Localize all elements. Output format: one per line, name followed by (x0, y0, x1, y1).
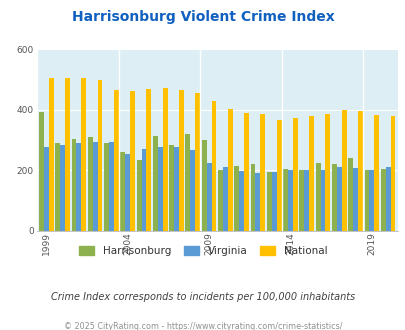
Text: Crime Index corresponds to incidents per 100,000 inhabitants: Crime Index corresponds to incidents per… (51, 292, 354, 302)
Bar (130, 91, 135, 231)
Bar (380, 169, 385, 231)
Bar (320, 170, 325, 231)
Bar (303, 171, 309, 231)
Bar (217, 171, 222, 231)
Bar (369, 170, 373, 231)
Bar (315, 163, 320, 231)
Bar (174, 147, 179, 231)
Bar (109, 142, 113, 231)
Bar (227, 109, 232, 231)
Bar (260, 114, 264, 231)
Bar (234, 166, 239, 231)
Bar (76, 143, 81, 231)
Bar (49, 78, 53, 231)
Bar (153, 136, 158, 231)
Bar (271, 172, 276, 231)
Bar (195, 93, 200, 231)
Bar (250, 164, 255, 231)
Bar (113, 90, 118, 231)
Bar (325, 114, 330, 231)
Bar (201, 140, 206, 231)
Bar (292, 117, 297, 231)
Bar (125, 154, 130, 231)
Bar (71, 139, 76, 231)
Bar (390, 116, 394, 231)
Bar (364, 171, 369, 231)
Bar (169, 145, 174, 231)
Legend: Harrisonburg, Virginia, National: Harrisonburg, Virginia, National (75, 242, 330, 260)
Bar (347, 158, 352, 231)
Bar (385, 167, 390, 231)
Bar (298, 171, 303, 231)
Bar (331, 164, 336, 231)
Bar (336, 167, 341, 231)
Bar (239, 171, 243, 231)
Bar (97, 80, 102, 231)
Bar (243, 113, 248, 231)
Bar (55, 143, 60, 231)
Bar (185, 134, 190, 231)
Bar (146, 89, 151, 231)
Bar (309, 116, 313, 231)
Bar (162, 87, 167, 231)
Bar (222, 167, 227, 231)
Bar (104, 143, 109, 231)
Bar (255, 173, 260, 231)
Bar (276, 120, 281, 231)
Bar (357, 111, 362, 231)
Bar (120, 152, 125, 231)
Bar (282, 169, 287, 231)
Bar (81, 78, 86, 231)
Bar (39, 112, 44, 231)
Text: Harrisonburg Violent Crime Index: Harrisonburg Violent Crime Index (71, 10, 334, 24)
Bar (136, 160, 141, 231)
Bar (44, 147, 49, 231)
Bar (179, 90, 183, 231)
Bar (65, 78, 70, 231)
Bar (341, 110, 346, 231)
Bar (211, 101, 216, 231)
Bar (373, 115, 378, 231)
Bar (87, 137, 92, 231)
Bar (266, 172, 271, 231)
Bar (158, 147, 162, 231)
Bar (190, 150, 195, 231)
Bar (206, 163, 211, 231)
Text: © 2025 CityRating.com - https://www.cityrating.com/crime-statistics/: © 2025 CityRating.com - https://www.city… (64, 322, 341, 330)
Bar (92, 142, 97, 231)
Bar (352, 168, 357, 231)
Bar (287, 171, 292, 231)
Bar (141, 149, 146, 231)
Bar (60, 145, 65, 231)
